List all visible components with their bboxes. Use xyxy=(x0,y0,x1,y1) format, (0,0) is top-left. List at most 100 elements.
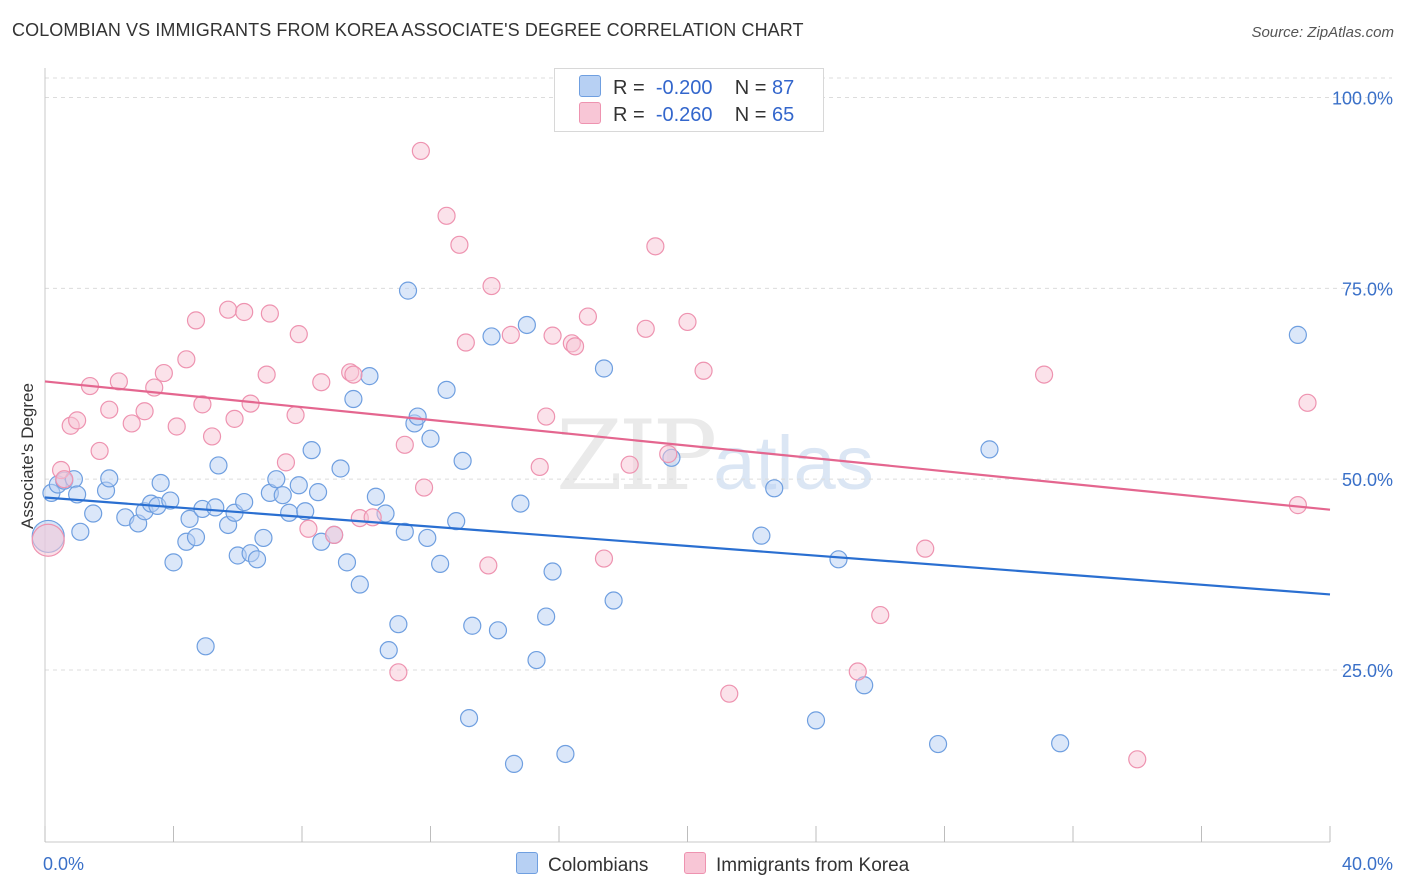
legend-row-colombians: R = -0.200 N = 87 xyxy=(579,75,794,99)
legend-n-label: N = xyxy=(734,77,767,99)
bottom-legend-korea[interactable]: Immigrants from Korea xyxy=(684,852,909,877)
data-point xyxy=(395,522,414,541)
data-point xyxy=(537,607,556,626)
gridlines xyxy=(45,77,1392,671)
data-point xyxy=(302,441,321,460)
data-point xyxy=(594,359,614,378)
data-point xyxy=(482,327,501,346)
data-point xyxy=(659,444,678,464)
data-point xyxy=(694,361,713,380)
data-point xyxy=(636,319,655,338)
data-point xyxy=(678,312,697,332)
colombians-swatch xyxy=(516,852,538,874)
data-point xyxy=(488,621,508,640)
data-point xyxy=(84,504,103,523)
data-point xyxy=(456,333,475,352)
data-point xyxy=(720,684,739,703)
data-point xyxy=(517,315,536,335)
data-point xyxy=(431,554,450,573)
data-point xyxy=(620,455,639,474)
korea-swatch xyxy=(684,852,706,874)
data-point xyxy=(504,754,524,773)
data-point xyxy=(196,637,215,656)
data-point xyxy=(398,281,418,300)
legend-r-label: R = xyxy=(613,77,645,99)
data-point xyxy=(646,237,665,256)
data-point xyxy=(916,539,935,558)
data-point xyxy=(225,409,244,428)
data-point xyxy=(980,440,999,459)
data-point xyxy=(366,487,385,506)
data-point xyxy=(289,476,308,495)
tick-labels: 25.0% 50.0% 75.0% 100.0% 0.0% 40.0% xyxy=(43,89,1393,875)
data-point xyxy=(235,492,254,512)
korea-points xyxy=(31,141,1317,769)
data-point xyxy=(202,427,222,446)
data-point xyxy=(122,414,141,433)
legend-swatch-pink xyxy=(579,102,601,124)
data-point xyxy=(511,494,530,513)
data-point xyxy=(1051,734,1070,753)
data-point xyxy=(344,365,363,384)
source-label: Source: ZipAtlas.com xyxy=(1251,24,1394,41)
data-point xyxy=(167,417,186,436)
data-point xyxy=(161,491,180,510)
data-point xyxy=(928,734,948,754)
data-point xyxy=(68,411,87,430)
data-point xyxy=(267,470,286,489)
data-point xyxy=(752,526,771,545)
data-point xyxy=(765,479,784,498)
data-point xyxy=(90,441,109,461)
data-point xyxy=(296,502,315,521)
data-point xyxy=(71,522,90,541)
data-point xyxy=(537,407,556,426)
data-point xyxy=(286,405,305,425)
korea-trend-line xyxy=(44,380,1331,511)
data-point xyxy=(829,550,848,569)
axes xyxy=(44,68,1331,843)
data-point xyxy=(360,367,379,386)
watermark-atlas: atlas xyxy=(713,421,874,506)
trend-lines xyxy=(44,380,1331,596)
data-point xyxy=(565,337,585,356)
y-axis-label: Associate's Degree xyxy=(18,383,37,529)
data-point xyxy=(257,365,276,384)
data-point xyxy=(453,451,472,470)
data-point xyxy=(479,556,498,575)
chart-title: COLOMBIAN VS IMMIGRANTS FROM KOREA ASSOC… xyxy=(12,20,804,40)
data-point xyxy=(219,300,238,319)
legend-n-value: 65 xyxy=(772,104,795,126)
legend-swatch-blue xyxy=(579,75,601,97)
data-point xyxy=(411,141,430,161)
data-point xyxy=(421,429,440,448)
data-point xyxy=(260,304,279,323)
data-point xyxy=(350,575,369,594)
data-point xyxy=(806,711,826,730)
data-point xyxy=(177,350,196,369)
data-point xyxy=(312,373,331,392)
data-point xyxy=(209,456,228,475)
data-point xyxy=(206,498,225,517)
data-point xyxy=(151,473,170,493)
korea-label: Immigrants from Korea xyxy=(716,855,910,876)
data-point xyxy=(164,553,183,572)
data-point xyxy=(408,407,427,426)
legend-row-korea: R = -0.260 N = 65 xyxy=(579,102,794,126)
colombians-label: Colombians xyxy=(548,855,649,876)
data-point xyxy=(501,325,520,344)
data-point xyxy=(289,325,308,344)
data-point xyxy=(463,616,482,635)
y-tick-label: 50.0% xyxy=(1342,470,1393,490)
x-tick-label-min: 0.0% xyxy=(43,854,84,874)
data-point xyxy=(55,470,74,489)
data-point xyxy=(437,380,456,399)
data-point xyxy=(31,523,65,557)
data-point xyxy=(379,641,398,660)
data-point xyxy=(1034,365,1054,384)
bottom-legend-colombians[interactable]: Colombians xyxy=(516,852,648,877)
colombians-points xyxy=(31,281,1307,773)
data-point xyxy=(273,486,292,505)
data-point xyxy=(450,235,469,254)
data-point xyxy=(235,302,254,322)
